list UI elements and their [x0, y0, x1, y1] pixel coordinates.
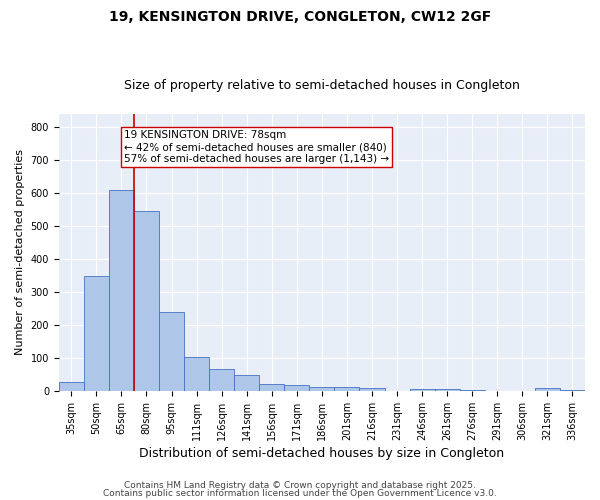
Bar [334, 388, 359, 391]
Bar [84, 276, 109, 391]
Bar [184, 358, 209, 391]
Bar [209, 368, 234, 391]
Text: Contains public sector information licensed under the Open Government Licence v3: Contains public sector information licen… [103, 488, 497, 498]
Bar [310, 388, 334, 391]
Bar [460, 390, 485, 391]
Bar [159, 312, 184, 391]
Bar [134, 212, 159, 391]
Bar [535, 388, 560, 391]
X-axis label: Distribution of semi-detached houses by size in Congleton: Distribution of semi-detached houses by … [139, 447, 505, 460]
Title: Size of property relative to semi-detached houses in Congleton: Size of property relative to semi-detach… [124, 79, 520, 92]
Text: 19 KENSINGTON DRIVE: 78sqm
← 42% of semi-detached houses are smaller (840)
57% o: 19 KENSINGTON DRIVE: 78sqm ← 42% of semi… [124, 130, 389, 164]
Text: 19, KENSINGTON DRIVE, CONGLETON, CW12 2GF: 19, KENSINGTON DRIVE, CONGLETON, CW12 2G… [109, 10, 491, 24]
Text: Contains HM Land Registry data © Crown copyright and database right 2025.: Contains HM Land Registry data © Crown c… [124, 481, 476, 490]
Bar [410, 390, 434, 391]
Bar [359, 388, 385, 391]
Bar [560, 390, 585, 391]
Bar [234, 375, 259, 391]
Bar [109, 190, 134, 391]
Bar [284, 385, 310, 391]
Bar [259, 384, 284, 391]
Bar [59, 382, 84, 391]
Y-axis label: Number of semi-detached properties: Number of semi-detached properties [15, 150, 25, 356]
Bar [434, 390, 460, 391]
